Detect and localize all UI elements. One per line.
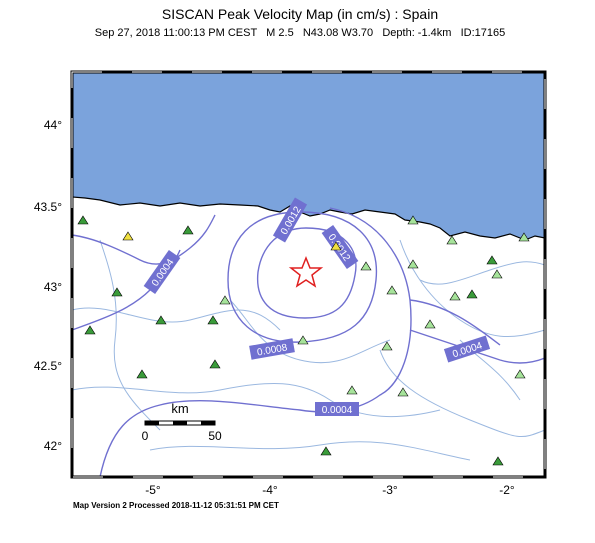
scale-unit: km — [171, 401, 188, 416]
stations-yellow — [122, 231, 342, 251]
lat-label: 42° — [44, 439, 62, 453]
lon-label: -3° — [382, 483, 398, 497]
stations-light — [219, 215, 530, 397]
lat-labels: 44° 43.5° 43° 42.5° 42° — [34, 118, 62, 453]
stations-dark — [77, 215, 504, 466]
title: SISCAN Peak Velocity Map (in cm/s) : Spa… — [162, 6, 438, 22]
frame-ticks — [71, 71, 546, 478]
map-area: 0.0004 0.0008 0.0012 0.0012 0.0004 0.000… — [70, 70, 547, 479]
contour-label: 0.0004 — [322, 405, 353, 416]
lat-label: 43° — [44, 280, 62, 294]
lon-label: -5° — [145, 483, 161, 497]
lon-labels: -5° -4° -3° -2° — [145, 483, 515, 497]
contour-label: 0.0008 — [256, 342, 288, 358]
scale-end: 50 — [208, 429, 222, 443]
lat-label: 44° — [44, 118, 62, 132]
scale-start: 0 — [142, 429, 149, 443]
lat-label: 42.5° — [34, 359, 62, 373]
lon-label: -2° — [499, 483, 515, 497]
subtitle: Sep 27, 2018 11:00:13 PM CEST M 2.5 N43.… — [95, 27, 506, 39]
sea — [71, 71, 546, 241]
lon-label: -4° — [262, 483, 278, 497]
footer: Map Version 2 Processed 2018-11-12 05:31… — [73, 501, 279, 510]
epicenter — [288, 255, 324, 288]
lat-label: 43.5° — [34, 200, 62, 214]
scale-bar: km 0 50 — [142, 401, 222, 443]
